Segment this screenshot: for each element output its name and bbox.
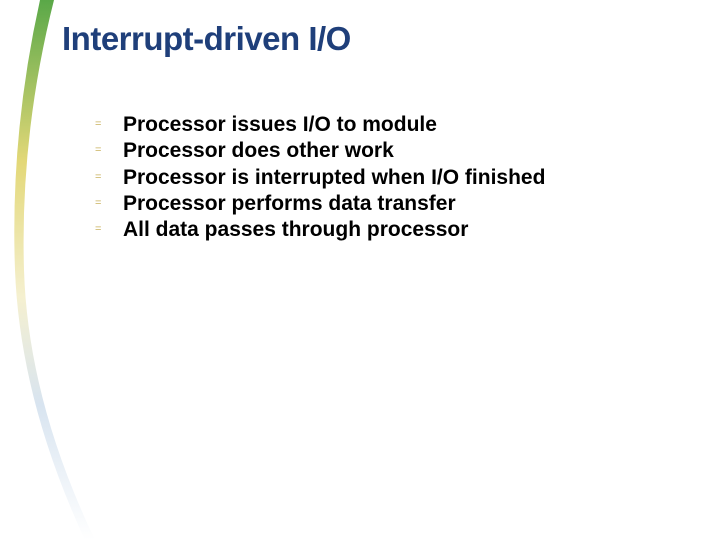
- bullet-list: = Processor issues I/O to module = Proce…: [95, 112, 545, 243]
- decorative-swoosh: [0, 0, 100, 540]
- slide-title: Interrupt-driven I/O: [62, 20, 351, 58]
- bullet-text: Processor issues I/O to module: [123, 112, 437, 138]
- bullet-marker-icon: =: [95, 171, 105, 185]
- bullet-marker-icon: =: [95, 118, 105, 132]
- bullet-text: Processor does other work: [123, 138, 394, 164]
- list-item: = Processor performs data transfer: [95, 191, 545, 217]
- bullet-marker-icon: =: [95, 197, 105, 211]
- list-item: = Processor issues I/O to module: [95, 112, 545, 138]
- bullet-text: Processor performs data transfer: [123, 191, 456, 217]
- list-item: = Processor is interrupted when I/O fini…: [95, 165, 545, 191]
- list-item: = All data passes through processor: [95, 217, 545, 243]
- bullet-text: Processor is interrupted when I/O finish…: [123, 165, 545, 191]
- bullet-text: All data passes through processor: [123, 217, 468, 243]
- bullet-marker-icon: =: [95, 144, 105, 158]
- bullet-marker-icon: =: [95, 223, 105, 237]
- list-item: = Processor does other work: [95, 138, 545, 164]
